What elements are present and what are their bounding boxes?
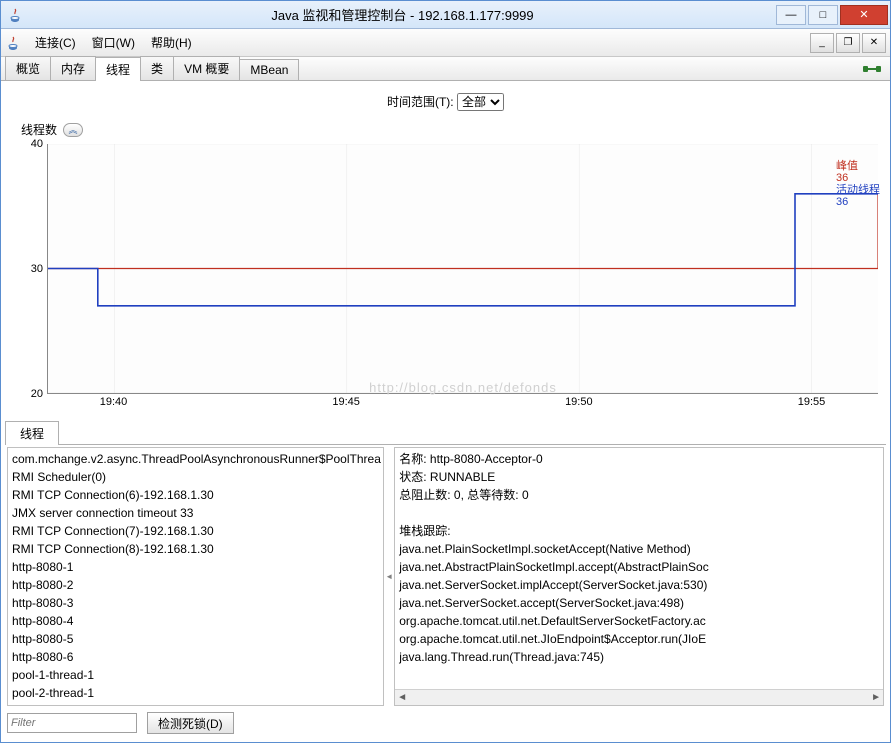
x-tick: 19:55 [798, 396, 826, 408]
time-range-select[interactable]: 全部 [457, 93, 504, 111]
menu-help[interactable]: 帮助(H) [143, 31, 200, 54]
thread-list-item[interactable]: com.mchange.v2.async.ThreadPoolAsynchron… [10, 450, 381, 468]
thread-list-item[interactable]: RMI TCP Connection(6)-192.168.1.30 [10, 486, 381, 504]
stack-frame: org.apache.tomcat.util.net.JIoEndpoint$A… [399, 630, 881, 648]
thread-list-panel: com.mchange.v2.async.ThreadPoolAsynchron… [7, 447, 384, 706]
thread-list-item[interactable]: RMI Scheduler(0) [10, 468, 381, 486]
close-button[interactable]: ✕ [840, 5, 888, 25]
detail-name-label: 名称: [399, 452, 426, 466]
detail-stack-label: 堆栈跟踪: [399, 522, 881, 540]
thread-list-item[interactable]: http-8080-5 [10, 630, 381, 648]
detail-blocked-value: 0, [454, 488, 464, 502]
tab-body: 时间范围(T): 全部 线程数 ︽ 203040 http://blog.csd… [1, 81, 890, 742]
lower-tabs: 线程 [5, 420, 886, 445]
stack-frame: java.net.ServerSocket.accept(ServerSocke… [399, 594, 881, 612]
stack-frame: java.lang.Thread.run(Thread.java:745) [399, 648, 881, 666]
tab-mbean[interactable]: MBean [239, 59, 299, 80]
detail-waited-label: 总等待数: [467, 488, 518, 502]
thread-list-item[interactable]: JMX server connection timeout 33 [10, 504, 381, 522]
detail-state-label: 状态: [399, 470, 426, 484]
tab-classes[interactable]: 类 [140, 56, 174, 80]
time-range-row: 时间范围(T): 全部 [5, 87, 886, 121]
legend-live-label: 活动线程 [836, 184, 880, 196]
thread-list-item[interactable]: pool-2-thread-1 [10, 684, 381, 702]
y-tick: 40 [31, 138, 43, 150]
detail-hscroll[interactable]: ◄► [395, 689, 883, 705]
inner-close-button[interactable]: ✕ [862, 33, 886, 53]
x-tick: 19:40 [100, 396, 128, 408]
x-axis: 19:40 19:45 19:50 19:55 [47, 394, 878, 412]
thread-list-item[interactable]: http-8080-3 [10, 594, 381, 612]
chart-panel: 线程数 ︽ 203040 http://blog.csdn.net/defond… [5, 121, 886, 412]
x-tick: 19:45 [332, 396, 360, 408]
tab-vm[interactable]: VM 概要 [173, 56, 240, 80]
menu-connect[interactable]: 连接(C) [27, 31, 84, 54]
thread-count-chart: 203040 http://blog.csdn.net/defonds 峰值 3… [13, 144, 878, 394]
filter-bar: 检测死锁(D) [5, 708, 886, 736]
thread-list-item[interactable]: RMI TCP Connection(8)-192.168.1.30 [10, 540, 381, 558]
thread-list-item[interactable]: http-8080-4 [10, 612, 381, 630]
thread-list[interactable]: com.mchange.v2.async.ThreadPoolAsynchron… [8, 448, 383, 705]
y-tick: 20 [31, 388, 43, 400]
connection-status-icon [862, 63, 882, 75]
thread-detail-panel: 名称: http-8080-Acceptor-0 状态: RUNNABLE 总阻… [394, 447, 884, 706]
chart-plot: http://blog.csdn.net/defonds [47, 144, 878, 394]
thread-detail: 名称: http-8080-Acceptor-0 状态: RUNNABLE 总阻… [395, 448, 883, 689]
x-tick: 19:50 [565, 396, 593, 408]
menu-window[interactable]: 窗口(W) [84, 31, 143, 54]
filter-input[interactable] [7, 713, 137, 733]
inner-minimize-button[interactable]: _ [810, 33, 834, 53]
minimize-button[interactable]: — [776, 5, 806, 25]
tab-threads[interactable]: 线程 [95, 57, 141, 81]
thread-list-item[interactable]: http-8080-6 [10, 648, 381, 666]
java-icon [5, 35, 21, 51]
detect-deadlock-button[interactable]: 检测死锁(D) [147, 712, 234, 734]
thread-list-item[interactable]: pool-1-thread-1 [10, 666, 381, 684]
legend-peak-value: 36 [836, 172, 848, 184]
detail-waited-value: 0 [522, 488, 529, 502]
tab-overview[interactable]: 概览 [5, 56, 51, 80]
detail-name-value: http-8080-Acceptor-0 [430, 452, 543, 466]
stack-frame: java.net.AbstractPlainSocketImpl.accept(… [399, 558, 881, 576]
legend-peak-label: 峰值 [836, 160, 858, 172]
thread-list-item[interactable]: RMI TCP Connection(7)-192.168.1.30 [10, 522, 381, 540]
collapse-chart-button[interactable]: ︽ [63, 123, 83, 137]
tab-memory[interactable]: 内存 [50, 56, 96, 80]
detail-blocked-label: 总阻止数: [399, 488, 450, 502]
y-tick: 30 [31, 263, 43, 275]
inner-restore-button[interactable]: ❐ [836, 33, 860, 53]
y-axis: 203040 [13, 144, 47, 394]
splitter-handle[interactable] [386, 445, 392, 708]
thread-list-item[interactable]: http-8080-2 [10, 576, 381, 594]
maximize-button[interactable]: □ [808, 5, 838, 25]
lower-panel: 线程 com.mchange.v2.async.ThreadPoolAsynch… [5, 420, 886, 736]
window-title: Java 监视和管理控制台 - 192.168.1.177:9999 [29, 5, 776, 24]
chart-legend: 峰值 36 活动线程 36 [836, 160, 880, 208]
stack-frame: org.apache.tomcat.util.net.DefaultServer… [399, 612, 881, 630]
titlebar: Java 监视和管理控制台 - 192.168.1.177:9999 — □ ✕ [1, 1, 890, 29]
time-range-label: 时间范围(T): [387, 95, 454, 109]
stack-frame: java.net.ServerSocket.implAccept(ServerS… [399, 576, 881, 594]
menubar: 连接(C) 窗口(W) 帮助(H) _ ❐ ✕ [1, 29, 890, 57]
app-window: Java 监视和管理控制台 - 192.168.1.177:9999 — □ ✕… [0, 0, 891, 743]
chart-title: 线程数 [21, 121, 57, 138]
main-tabs: 概览 内存 线程 类 VM 概要 MBean [1, 57, 890, 81]
detail-state-value: RUNNABLE [430, 470, 495, 484]
lower-tab-threads[interactable]: 线程 [5, 421, 59, 445]
stack-frame: java.net.PlainSocketImpl.socketAccept(Na… [399, 540, 881, 558]
java-icon [7, 7, 23, 23]
thread-list-item[interactable]: http-8080-7 [10, 702, 381, 705]
thread-list-item[interactable]: http-8080-1 [10, 558, 381, 576]
legend-live-value: 36 [836, 196, 848, 208]
window-buttons: — □ ✕ [776, 5, 890, 25]
